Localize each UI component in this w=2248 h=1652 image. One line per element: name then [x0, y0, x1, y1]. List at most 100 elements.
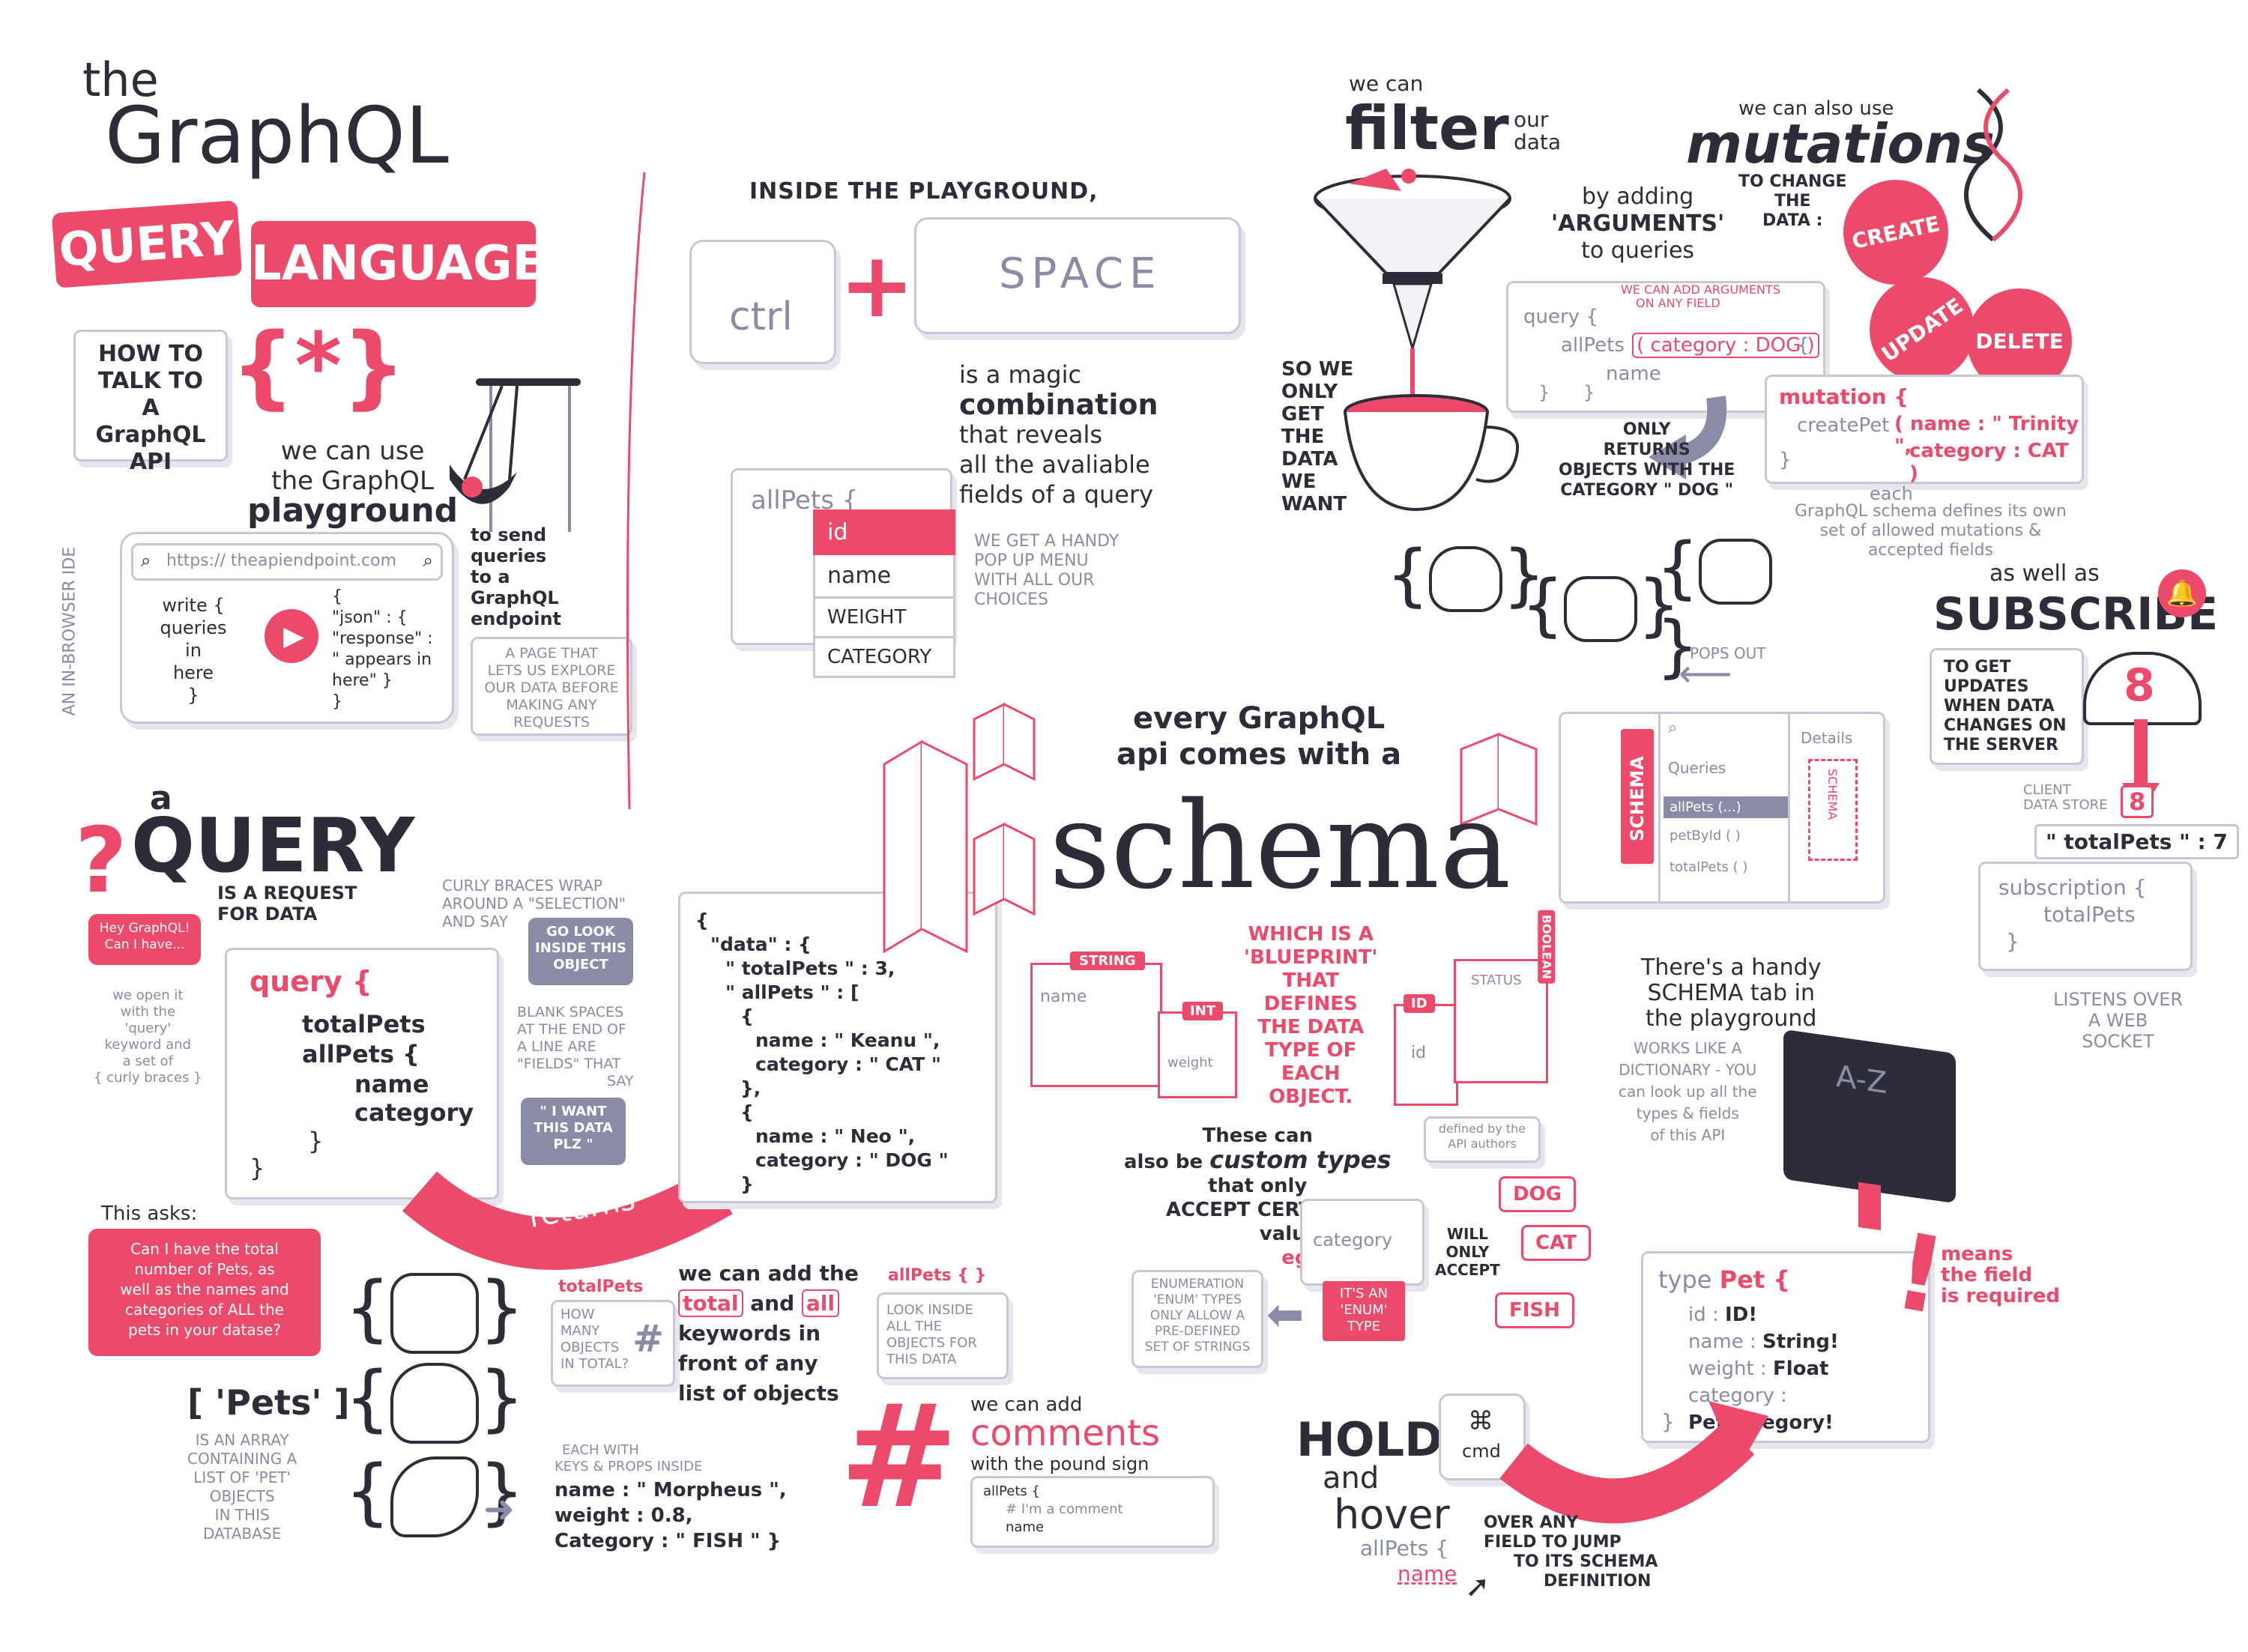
comments-with: with the pound sign	[970, 1453, 1149, 1474]
only-returns-text: ONLY RETURNS objects with the category "…	[1559, 420, 1735, 500]
query-a: a	[150, 779, 172, 817]
filter-code-close1: }	[1583, 382, 1595, 403]
mutation-code-keyword: mutation {	[1779, 384, 1909, 409]
delete-label: DELETE	[1975, 328, 2064, 354]
popup-menu: id name weight category	[813, 509, 955, 678]
url-bar[interactable]: ⌕ https:// theapiendpoint.com ⌕	[131, 543, 443, 581]
every-graphql-text: every GraphQL api comes with a	[1117, 701, 1402, 772]
mutation-code-args2: category : CAT )	[1909, 440, 2069, 485]
play-icon: ▶	[283, 620, 304, 652]
run-button[interactable]: ▶	[265, 609, 318, 663]
schema-item-totalpets[interactable]: totalPets ( )	[1670, 859, 1748, 875]
enum-note-card: enumeration 'enum' types only allow a pr…	[1131, 1270, 1263, 1368]
filter-code-allpets: allPets	[1561, 334, 1625, 357]
defined-by-card: defined by the API authors	[1424, 1116, 1541, 1163]
filter-our-data: our data	[1514, 107, 1562, 154]
over-any-text: OVER ANY FIELD TO JUMP TO ITS SCHEMA DEF…	[1484, 1513, 1658, 1591]
schema-detail-label: SCHEMA	[1825, 769, 1840, 820]
schema-queries-heading: Queries	[1668, 759, 1726, 777]
query-code-allpets: allPets {	[302, 1040, 420, 1068]
this-asks: This asks:	[101, 1202, 198, 1225]
book-bookmark	[1858, 1181, 1881, 1231]
filter-code-query: query {	[1523, 306, 1598, 328]
all-pets-label: allPets { }	[888, 1266, 987, 1285]
schema-explorer: ⌕ Queries allPets (...) petById ( ) tota…	[1658, 714, 1790, 901]
curly-asterisk-icon: {*}	[231, 315, 406, 419]
total-pets-line: " totalPets " : 7	[2034, 824, 2239, 859]
filter-we-can: we can	[1349, 71, 1424, 96]
how-many-text: HOW MANY OBJECTS IN TOTAL?	[561, 1307, 629, 1372]
schema-item-allpets[interactable]: allPets (...)	[1664, 796, 1788, 818]
schema-search-icon[interactable]: ⌕	[1668, 718, 1678, 737]
space-key-label: SPACE	[999, 249, 1162, 298]
so-we-text: so we only get the data we want	[1281, 358, 1354, 515]
popup-menu-item-id[interactable]: id	[813, 509, 955, 555]
id-type-box: ID id	[1394, 994, 1458, 1106]
query-pane[interactable]: write { queries in here }	[160, 595, 227, 706]
and-text: and	[1323, 1461, 1380, 1495]
popup-menu-item-category[interactable]: category	[813, 638, 955, 678]
subscribe-as-well: as well as	[1989, 560, 2100, 587]
title-the: the	[82, 52, 159, 107]
query-code-card: query { totalPets allPets { name categor…	[225, 948, 499, 1199]
playground-window: ⌕ https:// theapiendpoint.com ⌕ write { …	[120, 532, 454, 724]
dna-icon	[1964, 88, 2022, 242]
magic-text: is a magic combination that reveals all …	[959, 360, 1158, 509]
mutations-also: we can also use	[1738, 97, 1894, 120]
dog-object-1: {}	[1386, 536, 1546, 614]
id-type-tag: ID	[1404, 994, 1435, 1013]
popup-menu-item-weight[interactable]: weight	[813, 599, 955, 638]
server-count: 8	[2124, 659, 2155, 712]
int-field-weight: weight	[1167, 1055, 1213, 1071]
look-inside-text: LOOK INSIDE ALL THE OBJECTS FOR THIS DAT…	[886, 1302, 977, 1367]
ctrl-key[interactable]: ctrl	[689, 240, 836, 364]
asks-text: Can I have the total number of Pets, as …	[120, 1240, 289, 1339]
space-key[interactable]: SPACE	[914, 217, 1241, 334]
language-banner-text: LANGUAGE	[251, 236, 546, 291]
pets-arrow-icon: ➜	[483, 1487, 515, 1531]
pet-object-1: {}	[345, 1266, 525, 1354]
comments-title: comments	[970, 1412, 1161, 1454]
query-banner-text: QUERY	[57, 210, 237, 278]
client-count: 8	[2121, 785, 2154, 818]
enum-value-fish: FISH	[1495, 1292, 1574, 1328]
comment-code-card: allPets { # I'm a comment name	[970, 1476, 1215, 1548]
string-field-name: name	[1040, 987, 1087, 1006]
pets-label: [ 'Pets' ]	[187, 1382, 350, 1423]
go-look-text: GO LOOK INSIDE THIS OBJECT	[535, 924, 626, 972]
mutation-code-createpet: createPet	[1797, 414, 1890, 437]
enum-value-cat: CAT	[1521, 1225, 1591, 1261]
query-code-close2: }	[250, 1154, 265, 1182]
pops-out-arrow-icon: ⟵	[1679, 652, 1732, 695]
pet-object-3: {}	[345, 1450, 525, 1537]
coffee-cup-icon	[1344, 394, 1519, 512]
query-code-name: name	[354, 1070, 429, 1098]
enum-arrow-icon: ⬅	[1266, 1289, 1305, 1341]
schema-tab-window: SCHEMA ⌕ Queries allPets (...) petById (…	[1559, 712, 1885, 904]
listens-text: LISTENS OVER A WEB SOCKET	[2053, 989, 2184, 1052]
int-type-tag: INT	[1182, 1002, 1224, 1020]
works-like-text: WORKS LIKE A DICTIONARY - you can look u…	[1619, 1039, 1757, 1144]
popup-menu-item-name[interactable]: name	[813, 555, 955, 599]
dog-object-2: {}	[1521, 566, 1681, 644]
how-many-card: HOW MANY OBJECTS IN TOTAL? #	[551, 1300, 675, 1387]
hey-bubble: Hey GraphQL! Can I have...	[88, 914, 201, 965]
url-search-icon[interactable]: ⌕	[423, 550, 433, 571]
defined-by-text: defined by the API authors	[1438, 1122, 1526, 1151]
schema-item-petbyid[interactable]: petById ( )	[1670, 828, 1741, 844]
to-change-text: TO CHANGE THE DATA :	[1738, 172, 1847, 230]
create-circle: CREATE	[1833, 169, 1959, 295]
category-enum-label: category	[1313, 1229, 1393, 1250]
hover-code-field[interactable]: name	[1398, 1561, 1457, 1586]
schema-tab-button[interactable]: SCHEMA	[1621, 729, 1654, 864]
comments-we-can: we can add	[970, 1394, 1083, 1416]
schema-cubes-right	[1460, 732, 1538, 826]
cmd-symbol-icon: ⌘	[1468, 1406, 1493, 1436]
each-with-note: each with keys & props inside	[555, 1442, 703, 1474]
fish-icon	[390, 1456, 480, 1537]
mouse-cursor-icon: ➚	[1465, 1570, 1490, 1604]
dog-object-3: {}	[1656, 528, 1776, 686]
schema-cubes-left	[883, 702, 1036, 954]
response-pane: { "json" : { "response" : " appears in h…	[332, 587, 433, 711]
bell-icon: 🔔	[2158, 569, 2206, 617]
